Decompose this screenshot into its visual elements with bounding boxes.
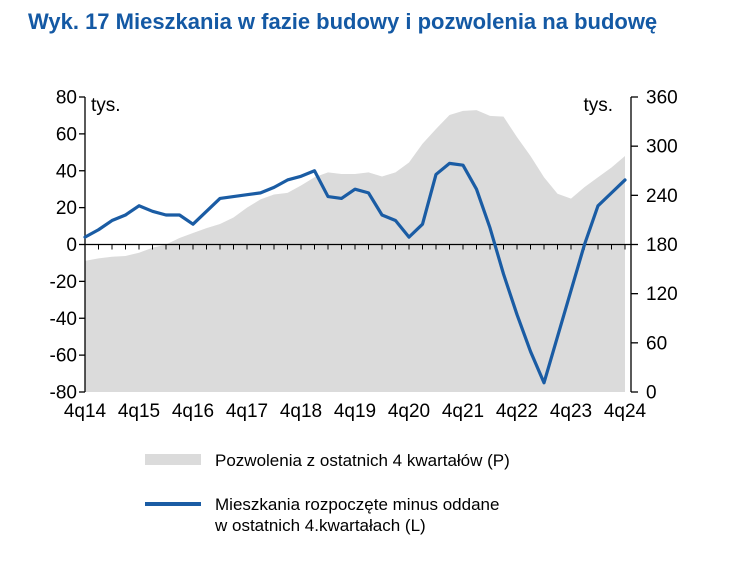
left-axis-tick-label: 0 bbox=[66, 235, 77, 256]
legend-item-started: Mieszkania rozpoczęte minus oddane w ost… bbox=[145, 494, 705, 537]
line-series-swatch bbox=[145, 501, 201, 506]
right-axis-unit-label: tys. bbox=[583, 95, 613, 116]
started-minus-completed-line-series bbox=[83, 161, 627, 385]
legend-label-started-line1: Mieszkania rozpoczęte minus oddane bbox=[215, 494, 500, 514]
area-series-swatch bbox=[145, 454, 201, 465]
x-axis-year-label: 4q21 bbox=[442, 401, 484, 422]
page-title: Wyk. 17 Mieszkania w fazie budowy i pozw… bbox=[28, 9, 658, 34]
chart-legend: Pozwolenia z ostatnich 4 kwartałów (P) M… bbox=[145, 450, 705, 559]
left-axis-unit-label: tys. bbox=[91, 95, 121, 116]
x-axis-year-label: 4q15 bbox=[118, 401, 160, 422]
legend-label-started-line2: w ostatnich 4.kwartałach (L) bbox=[215, 516, 426, 535]
left-axis-tick-label: 40 bbox=[56, 161, 77, 182]
left-axis-tick-label: -60 bbox=[50, 346, 77, 367]
left-axis-tick-label: 80 bbox=[56, 88, 77, 109]
dual-axis-chart: 80 60 40 20 0 -20 -40 -60 -80 360 300 240 180 120 60 0 t… bbox=[50, 88, 678, 423]
x-axis-year-label: 4q20 bbox=[388, 401, 430, 422]
left-axis-tick-label: 20 bbox=[56, 198, 77, 219]
left-axis-tick-label: 60 bbox=[56, 124, 77, 145]
legend-item-permits: Pozwolenia z ostatnich 4 kwartałów (P) bbox=[145, 450, 705, 472]
right-axis-tick-label: 300 bbox=[646, 137, 678, 158]
x-axis-year-label: 4q19 bbox=[334, 401, 376, 422]
right-axis-tick-label: 240 bbox=[646, 186, 678, 207]
x-axis-year-label: 4q23 bbox=[550, 401, 592, 422]
legend-label-permits: Pozwolenia z ostatnich 4 kwartałów (P) bbox=[215, 451, 510, 470]
x-axis-year-label: 4q18 bbox=[280, 401, 322, 422]
right-axis-tick-label: 60 bbox=[646, 333, 667, 354]
right-axis-tick-label: 0 bbox=[646, 383, 657, 404]
legend-label-started: Mieszkania rozpoczęte minus oddane w ost… bbox=[215, 494, 499, 537]
left-axis-tick-label: -20 bbox=[50, 272, 77, 293]
left-axis-tick-label: -40 bbox=[50, 309, 77, 330]
right-axis-tick-label: 180 bbox=[646, 235, 678, 256]
x-axis-year-label: 4q22 bbox=[496, 401, 538, 422]
x-axis-year-label: 4q16 bbox=[172, 401, 214, 422]
x-axis-year-label: 4q24 bbox=[604, 401, 647, 422]
right-axis-tick-label: 360 bbox=[646, 88, 678, 109]
x-axis-year-label: 4q14 bbox=[64, 401, 107, 422]
permits-area-series bbox=[85, 110, 625, 392]
right-axis-tick-label: 120 bbox=[646, 284, 678, 305]
left-axis-tick-label: -80 bbox=[50, 383, 77, 404]
x-axis-year-label: 4q17 bbox=[226, 401, 268, 422]
